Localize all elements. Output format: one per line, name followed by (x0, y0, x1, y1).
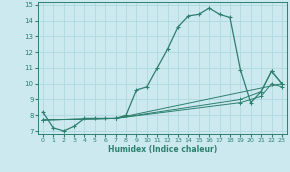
X-axis label: Humidex (Indice chaleur): Humidex (Indice chaleur) (108, 145, 217, 154)
